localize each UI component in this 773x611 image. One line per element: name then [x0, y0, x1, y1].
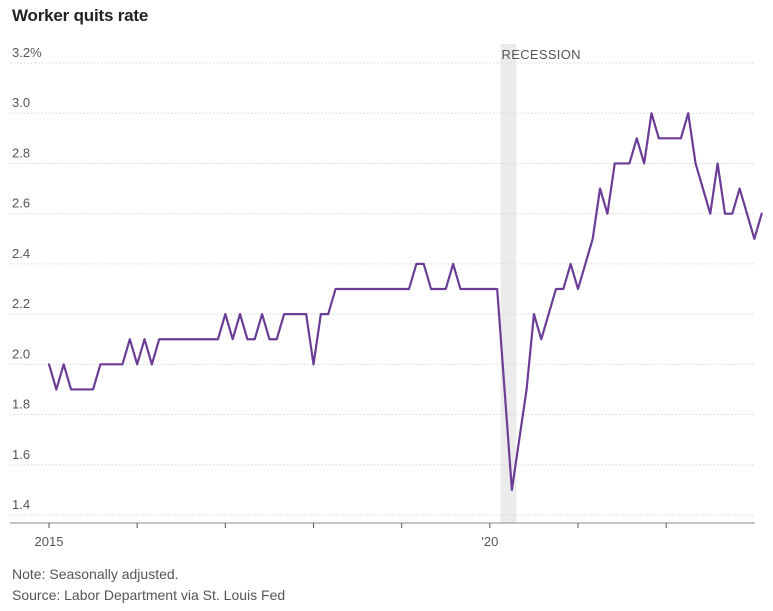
y-tick-label: 1.6	[12, 447, 30, 462]
recession-label: RECESSION	[502, 47, 581, 62]
chart-note: Note: Seasonally adjusted.	[12, 566, 179, 582]
y-tick-label: 1.8	[12, 397, 30, 412]
y-tick-label: 1.4	[12, 497, 30, 512]
y-tick-label: 3.0	[12, 95, 30, 110]
y-tick-label: 2.0	[12, 346, 30, 361]
y-tick-label: 2.6	[12, 196, 30, 211]
y-tick-label: 2.4	[12, 246, 30, 261]
chart-title: Worker quits rate	[12, 6, 149, 25]
y-tick-label: 3.2%	[12, 45, 42, 60]
x-tick-label: 2015	[35, 534, 64, 549]
y-tick-label: 2.2	[12, 296, 30, 311]
quits-rate-line	[47, 112, 763, 491]
chart-source: Source: Labor Department via St. Louis F…	[12, 587, 286, 603]
y-tick-label: 2.8	[12, 145, 30, 160]
x-tick-label: '20	[481, 534, 498, 549]
